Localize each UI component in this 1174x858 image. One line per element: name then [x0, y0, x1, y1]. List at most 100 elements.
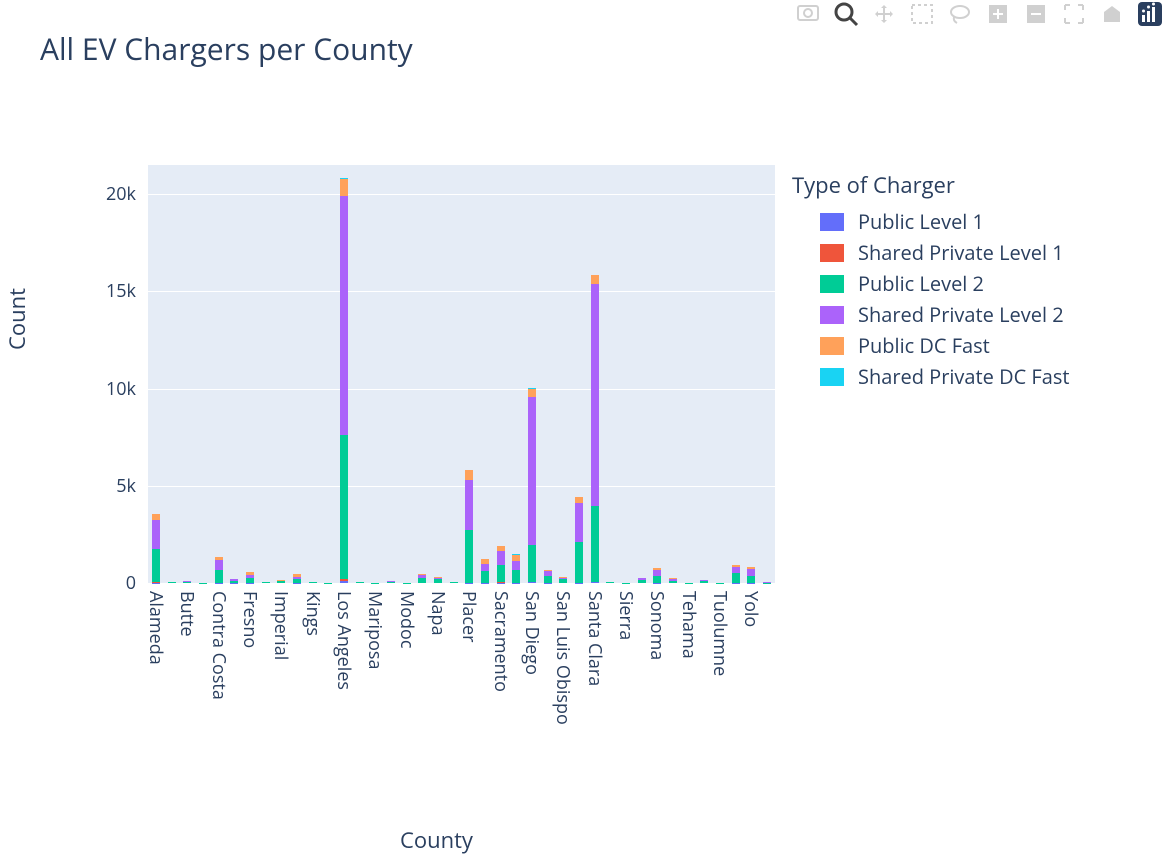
bar-column[interactable]	[387, 581, 395, 583]
bar-column[interactable]	[653, 568, 661, 583]
legend-item[interactable]: Public Level 2	[820, 270, 1070, 297]
bar-segment[interactable]	[512, 561, 520, 570]
bar-segment[interactable]	[575, 542, 583, 583]
bar-column[interactable]	[481, 559, 489, 583]
grid-line	[148, 194, 775, 195]
bar-column[interactable]	[434, 577, 442, 583]
bar-column[interactable]	[246, 572, 254, 583]
bar-column[interactable]	[700, 580, 708, 583]
bar-column[interactable]	[356, 582, 364, 583]
bar-segment[interactable]	[528, 397, 536, 545]
x-tick-label: Contra Costa	[207, 591, 231, 700]
plotly-logo-icon[interactable]	[1136, 0, 1164, 28]
bar-column[interactable]	[309, 582, 317, 583]
bar-column[interactable]	[230, 579, 238, 583]
bar-segment[interactable]	[277, 581, 285, 583]
bar-segment[interactable]	[528, 545, 536, 582]
legend-item[interactable]: Shared Private Level 2	[820, 301, 1070, 328]
bar-column[interactable]	[528, 388, 536, 583]
bar-segment[interactable]	[497, 565, 505, 582]
bar-column[interactable]	[152, 514, 160, 583]
bar-segment[interactable]	[481, 571, 489, 583]
bar-column[interactable]	[183, 581, 191, 583]
bar-segment[interactable]	[591, 275, 599, 284]
bar-segment[interactable]	[215, 570, 223, 583]
zoom-in-icon[interactable]	[984, 0, 1012, 28]
bar-segment[interactable]	[356, 582, 364, 583]
legend-item[interactable]: Public Level 1	[820, 208, 1070, 235]
chart-title: All EV Chargers per County	[40, 28, 413, 69]
bar-segment[interactable]	[528, 389, 536, 398]
bar-segment[interactable]	[465, 530, 473, 582]
legend-label: Shared Private Level 1	[858, 239, 1064, 266]
bar-segment[interactable]	[591, 284, 599, 506]
legend-item[interactable]: Shared Private Level 1	[820, 239, 1070, 266]
bar-segment[interactable]	[497, 551, 505, 565]
bar-segment[interactable]	[512, 555, 520, 562]
bar-column[interactable]	[747, 567, 755, 583]
legend-label: Public DC Fast	[858, 332, 990, 359]
bar-segment[interactable]	[465, 480, 473, 531]
bar-column[interactable]	[340, 178, 348, 584]
bar-segment[interactable]	[450, 582, 458, 583]
plot-area[interactable]: 05k10k15k20kAlamedaButteContra CostaFres…	[148, 165, 775, 583]
bar-segment[interactable]	[606, 582, 614, 583]
legend-label: Shared Private Level 2	[858, 301, 1064, 328]
box-select-icon[interactable]	[908, 0, 936, 28]
zoom-icon[interactable]	[832, 0, 860, 28]
bar-segment[interactable]	[340, 435, 348, 579]
bar-column[interactable]	[450, 582, 458, 583]
x-tick-label: Tuolumne	[708, 591, 732, 676]
bar-column[interactable]	[638, 578, 646, 583]
bar-segment[interactable]	[591, 506, 599, 582]
bar-segment[interactable]	[481, 564, 489, 571]
bar-segment[interactable]	[575, 503, 583, 542]
bar-column[interactable]	[168, 582, 176, 583]
bar-column[interactable]	[591, 275, 599, 583]
bar-column[interactable]	[512, 554, 520, 583]
download-plot-icon[interactable]	[794, 0, 822, 28]
bar-column[interactable]	[215, 557, 223, 583]
grid-line	[148, 291, 775, 292]
bar-segment[interactable]	[512, 570, 520, 583]
bar-column[interactable]	[262, 582, 270, 583]
bar-segment[interactable]	[653, 576, 661, 583]
lasso-select-icon[interactable]	[946, 0, 974, 28]
bar-column[interactable]	[732, 565, 740, 583]
bar-column[interactable]	[559, 577, 567, 583]
zoom-out-icon[interactable]	[1022, 0, 1050, 28]
reset-axes-icon[interactable]	[1098, 0, 1126, 28]
x-tick-label: Butte	[175, 591, 199, 637]
bar-segment[interactable]	[309, 582, 317, 583]
bar-column[interactable]	[544, 570, 552, 583]
bar-column[interactable]	[606, 582, 614, 583]
bar-column[interactable]	[763, 582, 771, 583]
bar-segment[interactable]	[152, 549, 160, 582]
bar-segment[interactable]	[215, 560, 223, 570]
bar-segment[interactable]	[591, 582, 599, 583]
bar-segment[interactable]	[183, 582, 191, 583]
bar-segment[interactable]	[747, 576, 755, 583]
bar-segment[interactable]	[747, 569, 755, 576]
pan-icon[interactable]	[870, 0, 898, 28]
bar-segment[interactable]	[732, 573, 740, 583]
bar-column[interactable]	[669, 578, 677, 583]
bar-column[interactable]	[497, 546, 505, 583]
bar-column[interactable]	[277, 580, 285, 583]
bar-column[interactable]	[465, 470, 473, 583]
bar-segment[interactable]	[528, 582, 536, 583]
x-tick-label: Tehama	[677, 591, 701, 659]
legend-item[interactable]: Public DC Fast	[820, 332, 1070, 359]
bar-segment[interactable]	[544, 576, 552, 583]
bar-column[interactable]	[418, 574, 426, 583]
bar-segment[interactable]	[465, 470, 473, 480]
bar-segment[interactable]	[152, 520, 160, 549]
autoscale-icon[interactable]	[1060, 0, 1088, 28]
bar-column[interactable]	[575, 497, 583, 583]
bar-column[interactable]	[293, 574, 301, 583]
legend-item[interactable]: Shared Private DC Fast	[820, 363, 1070, 390]
bar-segment[interactable]	[340, 179, 348, 196]
bar-segment[interactable]	[340, 196, 348, 435]
bar-segment[interactable]	[340, 581, 348, 583]
x-tick-label: Sonoma	[645, 591, 669, 660]
